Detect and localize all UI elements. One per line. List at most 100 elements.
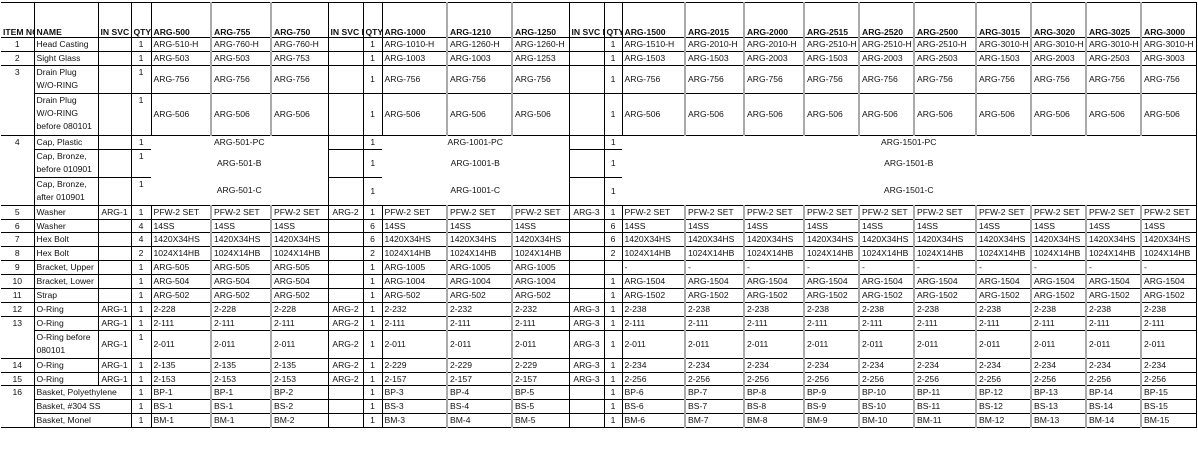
- part-number-cell: 2-256: [743, 371, 804, 387]
- part-number-cell: 14SS: [684, 218, 744, 234]
- part-number-cell: ARG-1260-H: [446, 37, 512, 52]
- part-number-cell: ARG-1502: [858, 288, 914, 303]
- part-number-cell: 2-256: [858, 371, 914, 387]
- in-svc-kit-cell: [97, 148, 131, 178]
- part-number-cell: ARG-2010-H: [743, 37, 804, 52]
- part-name-cell: O-Ring: [33, 301, 98, 317]
- part-number-cell: 2-111: [511, 315, 569, 331]
- part-number-cell: 1420X34HS: [975, 232, 1031, 248]
- header-model: ARG-2515: [803, 2, 859, 38]
- part-name-cell: O-Ring: [33, 371, 98, 387]
- part-number-cell: BM-8: [743, 413, 804, 429]
- qty-cell: 1: [130, 64, 151, 94]
- part-number-cell: ARG-2503: [1085, 50, 1141, 66]
- part-number-cell: ARG-1502: [684, 288, 744, 303]
- part-number-cell: BP-10: [858, 385, 914, 401]
- part-number-cell: 2-111: [621, 315, 685, 331]
- in-svc-kit-cell: [97, 92, 131, 136]
- part-number-cell: ARG-506: [743, 92, 804, 136]
- in-svc-kit-cell: [568, 176, 604, 206]
- part-number-cell: 2-011: [975, 329, 1031, 359]
- qty-cell: 2: [603, 246, 622, 262]
- part-number-cell: BP-13: [1030, 385, 1086, 401]
- part-number-cell: PFW-2 SET: [381, 204, 447, 220]
- part-number-cell: ARG-756: [1085, 64, 1141, 94]
- qty-cell: 6: [362, 218, 382, 234]
- part-number-cell: 2-238: [913, 301, 976, 317]
- part-number-cell: 2-234: [743, 357, 804, 373]
- in-svc-kit-cell: ARG-2: [327, 301, 363, 317]
- part-number-cell: -: [803, 260, 859, 276]
- part-number-cell: 1420X34HS: [381, 232, 447, 248]
- table-row: 9 Bracket, Upper 1 ARG-505 ARG-505 ARG-505 1 AR…: [1, 260, 1197, 276]
- header-model: ARG-2000: [743, 2, 804, 38]
- part-number-cell: -: [1085, 260, 1141, 276]
- merged-part-cell: ARG-1501-B: [622, 149, 1197, 178]
- part-number-cell: ARG-1504: [1140, 274, 1197, 290]
- part-number-cell: 1420X34HS: [913, 232, 976, 248]
- item-no-cell: 6: [1, 218, 34, 234]
- item-no-cell: [1, 330, 34, 359]
- part-number-cell: ARG-506: [1085, 92, 1141, 136]
- part-number-cell: -: [621, 260, 685, 276]
- qty-cell: 1: [603, 357, 622, 373]
- qty-cell: 1: [603, 288, 622, 303]
- part-number-cell: 2-111: [684, 315, 744, 331]
- in-svc-kit-cell: ARG-3: [568, 315, 604, 331]
- in-svc-kit-cell: [327, 260, 363, 276]
- part-number-cell: BP-1: [210, 385, 271, 401]
- part-number-cell: 2-234: [913, 357, 976, 373]
- header-row: ITEM NONAMEIN SVC KITQTYARG-500ARG-755AR…: [1, 2, 1197, 38]
- qty-cell: 1: [603, 301, 622, 317]
- in-svc-kit-cell: [327, 218, 363, 234]
- part-number-cell: ARG-756: [858, 64, 914, 94]
- part-number-cell: ARG-1005: [511, 260, 569, 276]
- part-number-cell: ARG-1503: [975, 50, 1031, 66]
- part-number-cell: BP-3: [381, 385, 447, 401]
- part-number-cell: 2-011: [270, 329, 328, 359]
- part-number-cell: ARG-2010-H: [684, 37, 744, 52]
- part-number-cell: ARG-3010-H: [1085, 37, 1141, 52]
- part-number-cell: ARG-1502: [913, 288, 976, 303]
- part-number-cell: 1024X14HB: [803, 246, 859, 262]
- part-number-cell: BS-9: [803, 399, 859, 415]
- qty-cell: 1: [130, 371, 151, 387]
- in-svc-kit-cell: ARG-2: [327, 357, 363, 373]
- header-model: ARG-3020: [1030, 2, 1086, 38]
- part-number-cell: 14SS: [446, 218, 512, 234]
- part-number-cell: 2-256: [684, 371, 744, 387]
- qty-cell: 2: [130, 246, 151, 262]
- part-name-cell: Basket, Monel: [33, 413, 131, 429]
- part-number-cell: BS-8: [743, 399, 804, 415]
- header-in-svc-kit: IN SVC KIT: [97, 2, 131, 38]
- in-svc-kit-cell: [568, 232, 604, 248]
- part-number-cell: 2-111: [1085, 315, 1141, 331]
- table-row: 3 Drain Plug W/O-RING 1 ARG-756 ARG-756 ARG-7…: [1, 64, 1197, 94]
- part-number-cell: 1420X34HS: [858, 232, 914, 248]
- part-number-cell: 2-234: [858, 357, 914, 373]
- in-svc-kit-cell: [97, 260, 131, 276]
- in-svc-kit-cell: ARG-2: [327, 371, 363, 387]
- qty-cell: 1: [603, 50, 622, 66]
- part-name-cell: Drain Plug W/O-RING: [33, 64, 98, 94]
- part-name-cell: Strap: [33, 288, 98, 303]
- part-number-cell: BM-1: [210, 413, 271, 429]
- part-number-cell: BM-14: [1085, 413, 1141, 429]
- qty-cell: 1: [603, 274, 622, 290]
- part-number-cell: BP-7: [684, 385, 744, 401]
- part-number-cell: ARG-756: [446, 64, 512, 94]
- header-model: ARG-750: [270, 2, 328, 38]
- part-number-cell: ARG-756: [684, 64, 744, 94]
- qty-cell: 1: [130, 385, 151, 401]
- part-number-cell: 2-238: [1085, 301, 1141, 317]
- part-number-cell: ARG-756: [803, 64, 859, 94]
- part-number-cell: ARG-504: [150, 274, 211, 290]
- part-number-cell: -: [1140, 260, 1197, 276]
- part-number-cell: ARG-1504: [684, 274, 744, 290]
- part-number-cell: 2-011: [858, 329, 914, 359]
- part-number-cell: PFW-2 SET: [684, 204, 744, 220]
- part-number-cell: 1024X14HB: [1030, 246, 1086, 262]
- qty-cell: 1: [362, 64, 382, 94]
- part-number-cell: 2-229: [446, 357, 512, 373]
- qty-cell: 1: [362, 260, 382, 276]
